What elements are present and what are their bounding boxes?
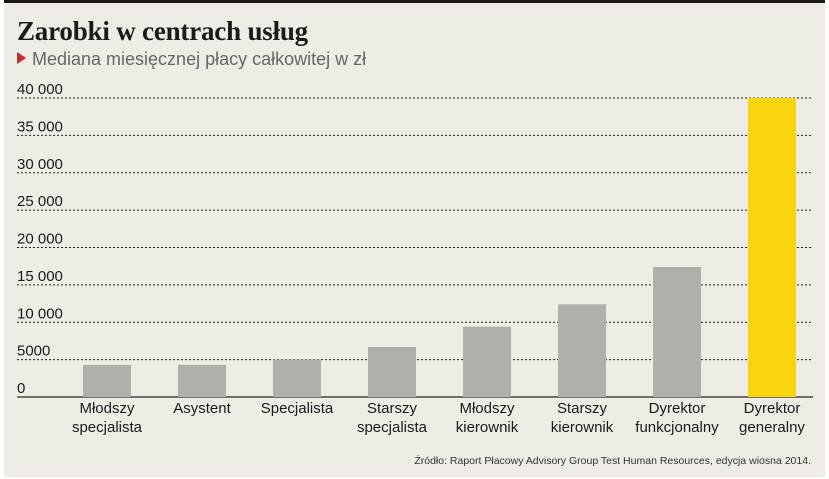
bar	[558, 304, 606, 397]
y-tick-label: 20 000	[17, 231, 63, 248]
category-label: Dyrektor funkcjonalny	[635, 400, 719, 436]
category-label: Starszy specjalista	[357, 400, 428, 436]
category-labels: Młodszy specjalista Asystent Specjalista Sta…	[72, 400, 805, 436]
y-tick-label: 35 000	[17, 118, 63, 135]
y-tick-label: 15 000	[17, 268, 63, 285]
subtitle-text: Mediana miesięcznej płacy całkowitej w z…	[32, 49, 367, 69]
bar	[178, 364, 226, 397]
bar	[368, 346, 416, 397]
bar	[83, 364, 131, 397]
bar-chart: 0 5000 10 000 15 000 20 000 25 000 30 000 35 00…	[17, 81, 813, 436]
source-note: Źródło: Raport Płacowy Advisory Group Te…	[414, 455, 811, 467]
category-label: Młodszy kierownik	[456, 400, 519, 436]
chart-panel: Zarobki w centrach usług Mediana miesięc…	[4, 0, 825, 477]
y-axis-ticks: 0 5000 10 000 15 000 20 000 25 000 30 000 35 00…	[17, 81, 63, 397]
bar	[273, 359, 321, 397]
y-tick-label: 25 000	[17, 193, 63, 210]
y-tick-label: 30 000	[17, 156, 63, 173]
y-tick-label: 5000	[17, 343, 50, 360]
category-label: Asystent	[173, 400, 231, 417]
bar	[653, 266, 701, 397]
triangle-marker-icon	[17, 52, 26, 64]
bar	[463, 326, 511, 397]
bar	[748, 98, 796, 397]
chart-subtitle: Mediana miesięcznej płacy całkowitej w z…	[17, 49, 366, 70]
category-label: Starszy kierownik	[551, 400, 614, 436]
bars	[83, 98, 796, 397]
category-label: Dyrektor generalny	[739, 400, 805, 436]
category-label: Młodszy specjalista	[72, 400, 143, 436]
chart-title: Zarobki w centrach usług	[17, 16, 308, 46]
y-tick-label: 0	[17, 380, 25, 397]
y-tick-label: 10 000	[17, 305, 63, 322]
y-tick-label: 40 000	[17, 81, 63, 98]
category-label: Specjalista	[261, 400, 334, 417]
